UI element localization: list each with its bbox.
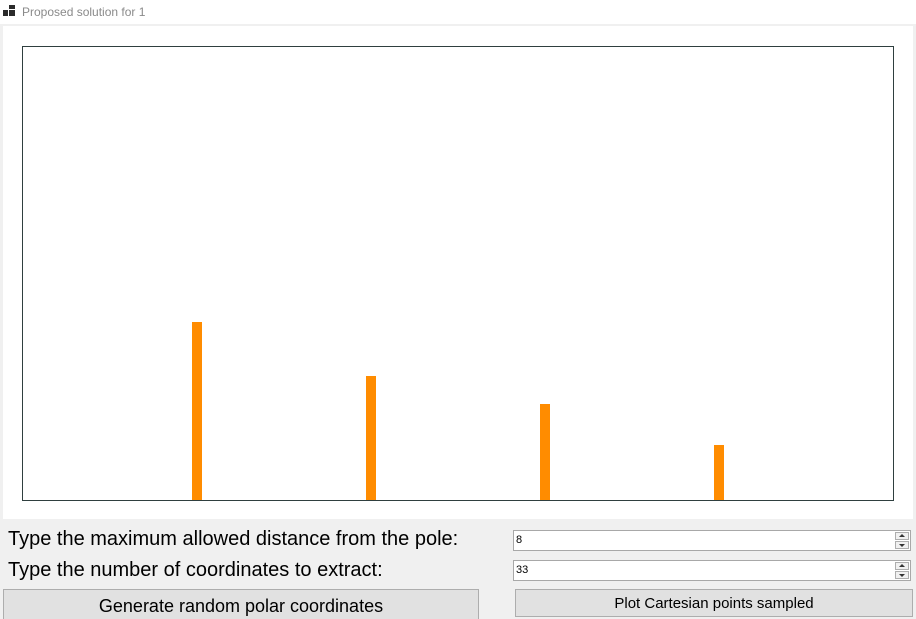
- plot-area: [22, 46, 894, 501]
- bar-2: [366, 376, 376, 500]
- distance-stepper[interactable]: 8: [513, 530, 911, 551]
- bar-4: [714, 445, 724, 500]
- title-bar: Proposed solution for 1: [0, 0, 916, 24]
- distance-label: Type the maximum allowed distance from t…: [8, 528, 459, 550]
- count-label: Type the number of coordinates to extrac…: [8, 559, 383, 581]
- distance-value[interactable]: 8: [516, 534, 523, 546]
- plot-button[interactable]: Plot Cartesian points sampled: [515, 589, 913, 617]
- distance-decrement-arrow-icon[interactable]: [895, 541, 909, 549]
- bar-3: [540, 404, 550, 500]
- generate-button[interactable]: Generate random polar coordinates: [3, 589, 479, 619]
- app-icon: [3, 5, 15, 17]
- bar-1: [192, 322, 202, 500]
- distance-increment-arrow-icon[interactable]: [895, 532, 909, 540]
- bar-chart: [192, 322, 724, 500]
- count-decrement-arrow-icon[interactable]: [895, 571, 909, 579]
- count-value[interactable]: 33: [516, 564, 529, 576]
- count-stepper[interactable]: 33: [513, 560, 911, 581]
- distance-spin-buttons[interactable]: [895, 532, 909, 549]
- window-title: Proposed solution for 1: [22, 5, 146, 19]
- count-increment-arrow-icon[interactable]: [895, 562, 909, 570]
- count-spin-buttons[interactable]: [895, 562, 909, 579]
